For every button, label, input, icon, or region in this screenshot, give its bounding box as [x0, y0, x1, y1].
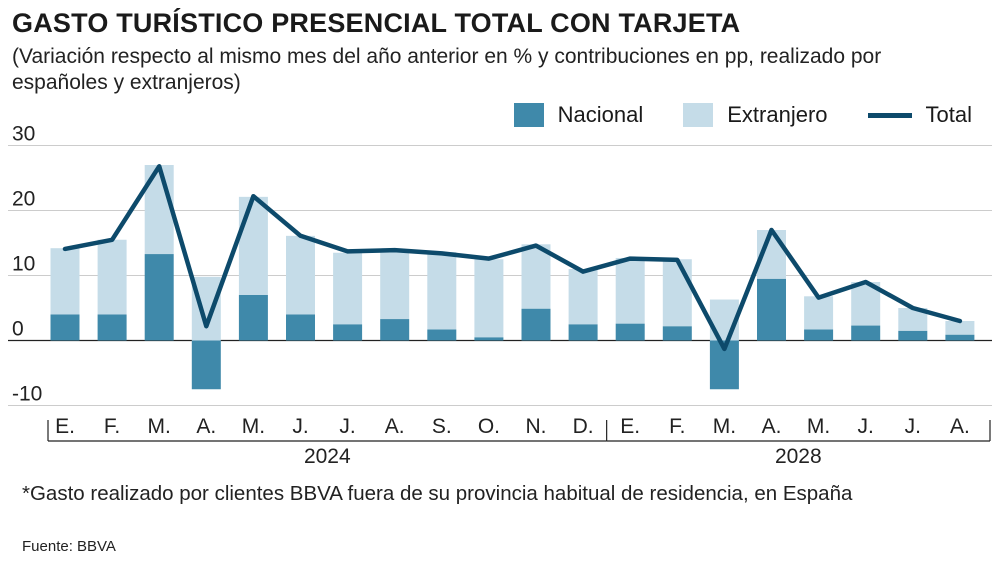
bar-nacional-17: [851, 325, 881, 341]
x-tick-label-16: M.: [807, 415, 830, 438]
bar-nacional-18: [898, 330, 928, 341]
bar-nacional-15: [757, 278, 786, 341]
bar-extranjero-11: [568, 269, 598, 325]
bar-nacional-3: [191, 340, 221, 390]
bar-nacional-12: [615, 323, 645, 341]
bar-nacional-1: [97, 314, 127, 341]
x-tick-label-6: J.: [339, 415, 355, 438]
chart-area: 30 20 10 0 -10 E. F. M. A. M. J. J. A. S. O. N. D. E. F. M.…: [8, 123, 992, 468]
x-tick-label-17: J.: [858, 415, 874, 438]
x-tick-label-2: M.: [148, 415, 171, 438]
x-tick-label-7: A.: [385, 415, 405, 438]
legend-item-nacional: Nacional: [513, 102, 644, 128]
bar-extranjero-1: [97, 239, 127, 315]
x-tick-label-14: M.: [713, 415, 736, 438]
x-tick-label-13: F.: [669, 415, 685, 438]
source-note: Fuente: BBVA: [22, 538, 116, 555]
line-total: [62, 164, 963, 352]
y-tick-label-30: 30: [12, 123, 35, 146]
x-tick-label-19: A.: [950, 415, 970, 438]
bar-nacional-9: [474, 337, 504, 341]
x-tick-label-0: E.: [55, 415, 75, 438]
bar-extranjero-16: [804, 296, 834, 330]
bar-extranjero-13: [662, 259, 692, 327]
x-tick-label-3: A.: [196, 415, 216, 438]
x-tick-label-15: A.: [762, 415, 782, 438]
legend-label-nacional: Nacional: [557, 102, 644, 127]
legend-swatch-nacional: [513, 103, 544, 127]
y-tick-label--10: -10: [12, 383, 42, 406]
chart-subtitle: (Variación respecto al mismo mes del año…: [12, 45, 882, 94]
bar-extranjero-6: [333, 252, 363, 325]
legend-swatch-total: [867, 112, 912, 118]
bar-extranjero-12: [615, 257, 645, 324]
footnote: *Gasto realizado por clientes BBVA fuera…: [22, 482, 853, 505]
legend-swatch-extranjero: [683, 103, 714, 127]
y-tick-label-0: 0: [12, 318, 24, 341]
bar-nacional-13: [662, 326, 692, 341]
x-tick-label-8: S.: [432, 415, 452, 438]
bar-extranjero-19: [945, 321, 975, 335]
bar-nacional-4: [238, 295, 268, 341]
bar-nacional-19: [945, 334, 975, 341]
bar-extranjero-10: [521, 244, 551, 309]
bar-extranjero-0: [50, 248, 80, 315]
legend-label-total: Total: [925, 102, 972, 127]
bar-nacional-10: [521, 308, 551, 341]
bar-nacional-7: [380, 319, 410, 341]
bar-extranjero-9: [474, 259, 504, 338]
bar-nacional-8: [427, 329, 457, 341]
year-label-2028: 2028: [775, 445, 822, 468]
bar-extranjero-8: [427, 252, 457, 330]
x-tick-label-10: N.: [526, 415, 547, 438]
legend-item-extranjero: Extranjero: [683, 102, 828, 128]
legend: Nacional Extranjero Total: [513, 102, 972, 128]
year-label-2024: 2024: [304, 445, 351, 468]
bar-nacional-2: [144, 254, 174, 341]
legend-label-extranjero: Extranjero: [727, 102, 828, 127]
bar-extranjero-5: [286, 235, 315, 315]
legend-item-total: Total: [867, 102, 972, 128]
bar-extranjero-18: [898, 308, 928, 331]
bar-nacional-5: [286, 314, 315, 341]
bar-nacional-11: [568, 324, 598, 341]
y-tick-label-20: 20: [12, 188, 35, 211]
x-tick-label-11: D.: [573, 415, 594, 438]
bar-extranjero-4: [238, 196, 268, 295]
bar-nacional-0: [50, 314, 80, 341]
bar-nacional-6: [333, 324, 363, 341]
x-tick-label-5: J.: [292, 415, 308, 438]
bar-nacional-16: [804, 329, 834, 341]
x-tick-label-4: M.: [242, 415, 265, 438]
chart-title: GASTO TURÍSTICO PRESENCIAL TOTAL CON TAR…: [12, 8, 741, 38]
bar-extranjero-7: [380, 250, 410, 320]
x-tick-label-18: J.: [905, 415, 921, 438]
y-tick-label-10: 10: [12, 253, 35, 276]
x-tick-label-9: O.: [478, 415, 500, 438]
x-tick-label-1: F.: [104, 415, 120, 438]
x-tick-label-12: E.: [620, 415, 640, 438]
